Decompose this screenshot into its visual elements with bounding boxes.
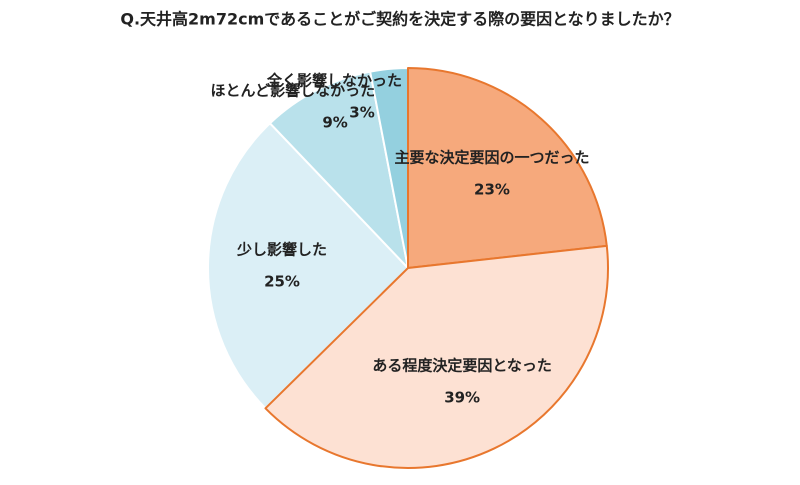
pie-slice [268, 70, 409, 269]
value-label: 25% [264, 273, 300, 291]
value-label: 39% [444, 388, 480, 406]
slice-label: 少し影響した [236, 241, 327, 259]
slice-label: ある程度決定要因となった [372, 356, 552, 374]
value-label: 23% [474, 181, 510, 199]
value-label: 3% [349, 103, 374, 121]
value-label: 9% [322, 113, 347, 131]
pie-slice [264, 244, 609, 469]
slice-label: 主要な決定要因の一つだった [395, 149, 590, 167]
pie-slice [407, 67, 608, 269]
pie-slice [207, 122, 409, 410]
slice-label: ほとんど影響しなかった [211, 81, 376, 99]
chart-title: Q.天井高2m72cmであることがご契約を決定する際の要因となりましたか？ [120, 10, 679, 29]
slice-label: 全く影響しなかった [266, 71, 402, 89]
